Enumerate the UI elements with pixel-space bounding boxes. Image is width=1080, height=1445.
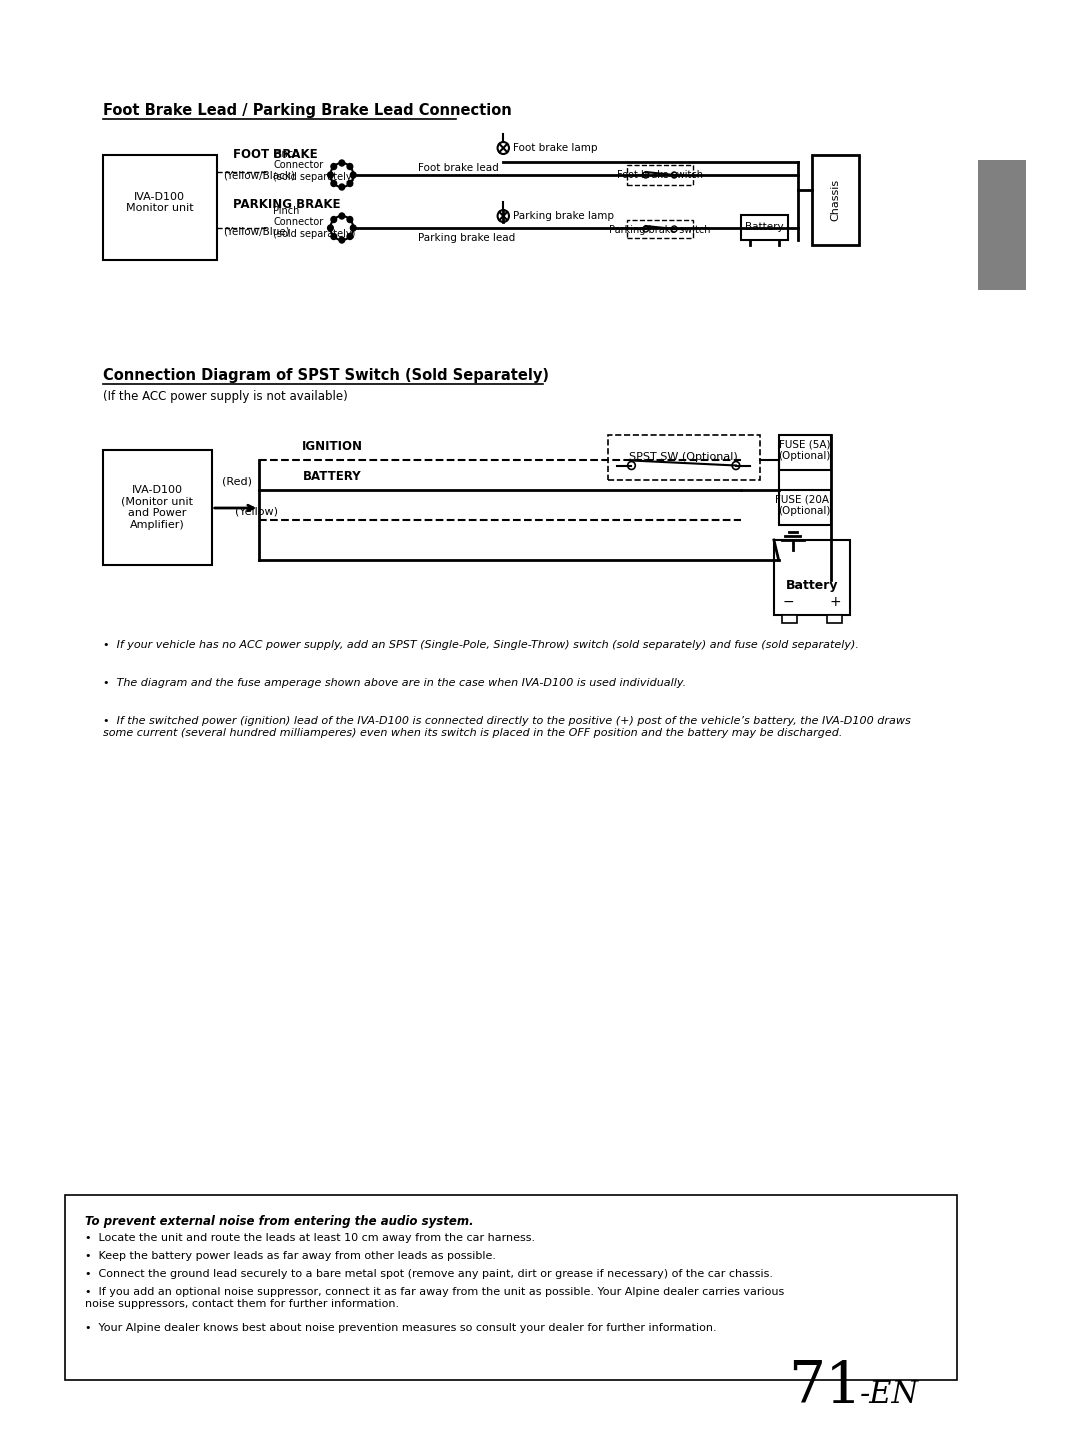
FancyBboxPatch shape (741, 215, 788, 240)
Circle shape (350, 172, 356, 178)
Circle shape (330, 217, 337, 223)
FancyBboxPatch shape (774, 540, 850, 616)
Text: Pinch
Connector
(sold separately): Pinch Connector (sold separately) (273, 149, 355, 182)
Text: •  If the switched power (ignition) lead of the IVA-D100 is connected directly t: • If the switched power (ignition) lead … (103, 717, 910, 737)
Text: Foot brake switch: Foot brake switch (617, 171, 703, 181)
Text: •  Keep the battery power leads as far away from other leads as possible.: • Keep the battery power leads as far aw… (85, 1251, 497, 1261)
Circle shape (327, 172, 334, 178)
FancyBboxPatch shape (812, 155, 860, 246)
Text: FUSE (20A)
(Optional): FUSE (20A) (Optional) (775, 494, 834, 516)
Text: BATTERY: BATTERY (303, 470, 362, 483)
FancyBboxPatch shape (779, 435, 831, 470)
Text: Connection Diagram of SPST Switch (Sold Separately): Connection Diagram of SPST Switch (Sold … (103, 368, 549, 383)
Text: •  Your Alpine dealer knows best about noise prevention measures so consult your: • Your Alpine dealer knows best about no… (85, 1324, 717, 1332)
Text: Parking brake switch: Parking brake switch (609, 225, 711, 236)
Circle shape (330, 181, 337, 186)
FancyBboxPatch shape (782, 616, 797, 623)
Text: Chassis: Chassis (831, 179, 840, 221)
Text: Pinch
Connector
(sold separately): Pinch Connector (sold separately) (273, 205, 355, 238)
Text: •  If your vehicle has no ACC power supply, add an SPST (Single-Pole, Single-Thr: • If your vehicle has no ACC power suppl… (103, 640, 859, 650)
Circle shape (339, 212, 345, 220)
Text: (Red): (Red) (222, 477, 253, 487)
Text: Foot brake lamp: Foot brake lamp (513, 143, 597, 153)
Text: IVA-D100
(Monitor unit
and Power
Amplifier): IVA-D100 (Monitor unit and Power Amplifi… (121, 486, 193, 530)
Text: (If the ACC power supply is not available): (If the ACC power supply is not availabl… (103, 390, 348, 403)
Circle shape (347, 217, 353, 223)
FancyBboxPatch shape (103, 449, 212, 565)
Circle shape (339, 184, 345, 189)
Circle shape (347, 163, 353, 169)
Text: •  The diagram and the fuse amperage shown above are in the case when IVA-D100 i: • The diagram and the fuse amperage show… (103, 678, 686, 688)
Circle shape (339, 237, 345, 243)
Text: Battery: Battery (745, 223, 784, 233)
Text: PARKING BRAKE: PARKING BRAKE (232, 198, 340, 211)
Circle shape (330, 234, 337, 240)
Text: •  Connect the ground lead securely to a bare metal spot (remove any paint, dirt: • Connect the ground lead securely to a … (85, 1269, 773, 1279)
Text: (Yellow): (Yellow) (234, 507, 278, 517)
Text: 71: 71 (788, 1358, 862, 1415)
FancyBboxPatch shape (65, 1195, 957, 1380)
Text: •  If you add an optional noise suppressor, connect it as far away from the unit: • If you add an optional noise suppresso… (85, 1287, 785, 1309)
Circle shape (327, 225, 334, 231)
Circle shape (330, 163, 337, 169)
Text: (Yellow/Blue): (Yellow/Blue) (224, 227, 289, 237)
Circle shape (339, 160, 345, 166)
Circle shape (347, 181, 353, 186)
FancyBboxPatch shape (827, 616, 842, 623)
Text: −: − (782, 595, 794, 608)
Text: IGNITION: IGNITION (301, 439, 363, 452)
Text: +: + (829, 595, 841, 608)
Text: To prevent external noise from entering the audio system.: To prevent external noise from entering … (85, 1215, 474, 1228)
Text: -EN: -EN (861, 1379, 919, 1410)
Text: SPST SW (Optional): SPST SW (Optional) (630, 452, 738, 462)
Text: (Yellow/Black): (Yellow/Black) (224, 171, 295, 181)
FancyBboxPatch shape (608, 435, 759, 480)
Text: Foot Brake Lead / Parking Brake Lead Connection: Foot Brake Lead / Parking Brake Lead Con… (103, 103, 511, 118)
Text: •  Locate the unit and route the leads at least 10 cm away from the car harness.: • Locate the unit and route the leads at… (85, 1233, 536, 1243)
Text: Parking brake lead: Parking brake lead (418, 233, 515, 243)
Circle shape (350, 225, 356, 231)
Circle shape (347, 234, 353, 240)
Text: Battery: Battery (785, 578, 838, 591)
Text: Foot brake lead: Foot brake lead (418, 163, 499, 173)
FancyBboxPatch shape (779, 490, 831, 525)
Text: IVA-D100
Monitor unit: IVA-D100 Monitor unit (125, 192, 193, 214)
Text: FOOT BRAKE: FOOT BRAKE (232, 147, 318, 160)
FancyBboxPatch shape (626, 165, 693, 185)
Text: Parking brake lamp: Parking brake lamp (513, 211, 613, 221)
FancyBboxPatch shape (626, 220, 693, 238)
Text: FUSE (5A)
(Optional): FUSE (5A) (Optional) (778, 439, 831, 461)
FancyBboxPatch shape (103, 155, 216, 260)
FancyBboxPatch shape (978, 160, 1026, 290)
